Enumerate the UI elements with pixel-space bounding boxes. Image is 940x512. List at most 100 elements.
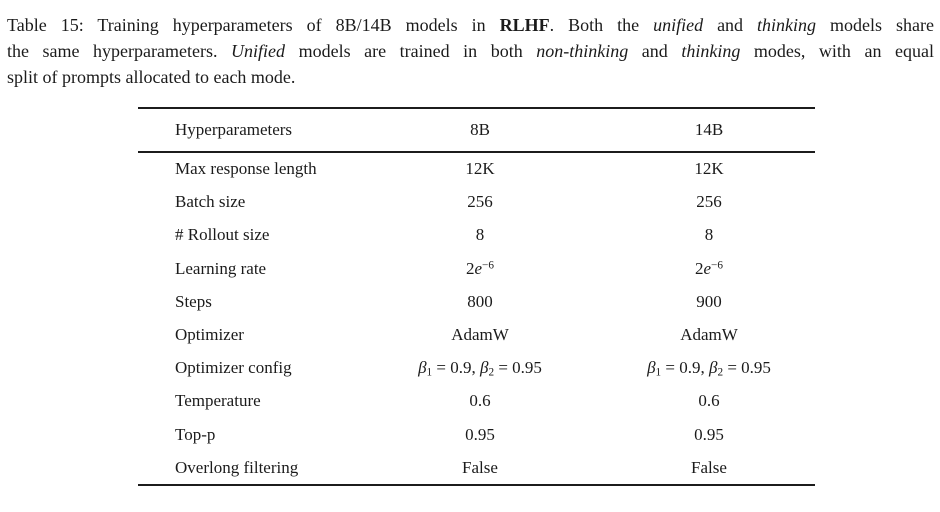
text-run: Table 15: Training hyperparameters of 8B… xyxy=(7,15,500,35)
text-run: β xyxy=(709,357,718,377)
hyperparameters-table: Hyperparameters 8B 14B Max response leng… xyxy=(138,107,815,487)
table-top-rule xyxy=(138,107,815,109)
text-run: 900 xyxy=(696,291,722,311)
row-label: Temperature xyxy=(175,391,261,411)
row-label: Max response length xyxy=(175,159,317,179)
row-label: Learning rate xyxy=(175,258,267,278)
text-run: 12K xyxy=(694,159,724,179)
table-bottom-rule xyxy=(138,484,815,487)
text-run: unified xyxy=(653,15,704,35)
cell-8b: 12K xyxy=(357,159,603,179)
cell-14b: False xyxy=(603,458,815,478)
text-run: AdamW xyxy=(451,325,509,345)
text-run: 2 xyxy=(488,366,495,379)
text-run: −6 xyxy=(482,259,494,272)
text-run: 256 xyxy=(467,192,493,212)
cell-8b: 256 xyxy=(357,192,603,212)
table-row-top-p: Top-p 0.95 0.95 xyxy=(138,418,815,451)
cell-14b: 2e−6 xyxy=(603,259,815,279)
table-mid-rule xyxy=(138,151,815,153)
cell-8b: 8 xyxy=(357,225,603,245)
text-run: and xyxy=(628,41,682,61)
row-label: Optimizer config xyxy=(175,358,292,378)
cell-14b: β1 = 0.9, β2 = 0.95 xyxy=(603,358,815,378)
text-run: Unified xyxy=(231,41,286,61)
text-run: = 0.95 xyxy=(723,357,771,377)
text-run: β xyxy=(418,357,427,377)
text-run: RLHF xyxy=(499,15,550,35)
header-14b: 14B xyxy=(694,120,724,139)
text-run: = 0.95 xyxy=(494,357,542,377)
text-run: non-thinking xyxy=(536,41,629,61)
text-run: 8 xyxy=(704,225,714,245)
text-run: split of prompts allocated to each mode. xyxy=(7,67,296,87)
table-header-row: Hyperparameters 8B 14B xyxy=(138,109,815,151)
text-run: 1 xyxy=(426,366,433,379)
row-label: Steps xyxy=(175,291,212,311)
row-label: Batch size xyxy=(175,192,246,212)
text-run: β xyxy=(647,357,656,377)
table-row-learning-rate: Learning rate 2e−6 2e−6 xyxy=(138,252,815,285)
table-row-steps: Steps 800 900 xyxy=(138,285,815,318)
text-run: −6 xyxy=(711,259,723,272)
text-run: . Both the xyxy=(549,15,654,35)
text-run: 2 xyxy=(695,258,704,278)
text-run: False xyxy=(462,457,498,477)
text-run: e xyxy=(474,258,483,278)
text-run: 2 xyxy=(466,258,475,278)
text-run: and xyxy=(703,15,758,35)
cell-8b: 0.6 xyxy=(357,391,603,411)
cell-14b: 900 xyxy=(603,292,815,312)
text-run: 0.6 xyxy=(698,391,720,411)
text-run: = 0.9, xyxy=(432,357,480,377)
text-run: False xyxy=(691,457,727,477)
table-row-overlong-filtering: Overlong filtering False False xyxy=(138,451,815,484)
text-run: e xyxy=(703,258,712,278)
text-run: β xyxy=(480,357,489,377)
cell-14b: 8 xyxy=(603,225,815,245)
row-label: Overlong filtering xyxy=(175,457,299,477)
cell-8b: 0.95 xyxy=(357,425,603,445)
cell-8b: 800 xyxy=(357,292,603,312)
text-run: 1 xyxy=(655,366,662,379)
table-row-optimizer: Optimizer AdamW AdamW xyxy=(138,318,815,351)
text-run: 0.95 xyxy=(694,424,724,444)
cell-14b: 0.95 xyxy=(603,425,815,445)
text-run: the same hyperparameters. xyxy=(7,41,232,61)
text-run: 12K xyxy=(465,159,495,179)
table-row-batch-size: Batch size 256 256 xyxy=(138,186,815,219)
table-row-optimizer-config: Optimizer config β1 = 0.9, β2 = 0.95 β1 … xyxy=(138,352,815,385)
text-run: modes, with an equal xyxy=(740,41,934,61)
row-label: Optimizer xyxy=(175,325,244,345)
text-run: models share xyxy=(816,15,934,35)
row-label: # Rollout size xyxy=(175,225,270,245)
caption-line-1: Table 15: Training hyperparameters of 8B… xyxy=(7,12,934,38)
cell-14b: 256 xyxy=(603,192,815,212)
cell-8b: β1 = 0.9, β2 = 0.95 xyxy=(357,358,603,378)
table-row-rollout-size: # Rollout size 8 8 xyxy=(138,219,815,252)
table-row-max-response-length: Max response length 12K 12K xyxy=(138,153,815,186)
text-run: thinking xyxy=(757,15,817,35)
cell-14b: 12K xyxy=(603,159,815,179)
cell-14b: AdamW xyxy=(603,325,815,345)
caption-line-3: split of prompts allocated to each mode. xyxy=(7,64,934,90)
header-hyperparameters: Hyperparameters xyxy=(175,120,293,139)
header-8b: 8B xyxy=(470,120,490,139)
text-run: = 0.9, xyxy=(661,357,709,377)
cell-8b: False xyxy=(357,458,603,478)
table-row-temperature: Temperature 0.6 0.6 xyxy=(138,385,815,418)
cell-14b: 0.6 xyxy=(603,391,815,411)
text-run: 0.6 xyxy=(469,391,491,411)
text-run: 256 xyxy=(696,192,722,212)
text-run: models are trained in both xyxy=(285,41,537,61)
text-run: AdamW xyxy=(680,325,738,345)
cell-8b: 2e−6 xyxy=(357,259,603,279)
text-run: 0.95 xyxy=(465,424,495,444)
text-run: 800 xyxy=(467,291,493,311)
caption-line-2: the same hyperparameters. Unified models… xyxy=(7,38,934,64)
text-run: 2 xyxy=(717,366,724,379)
table-caption: Table 15: Training hyperparameters of 8B… xyxy=(7,12,934,90)
text-run: thinking xyxy=(681,41,741,61)
row-label: Top-p xyxy=(175,424,216,444)
